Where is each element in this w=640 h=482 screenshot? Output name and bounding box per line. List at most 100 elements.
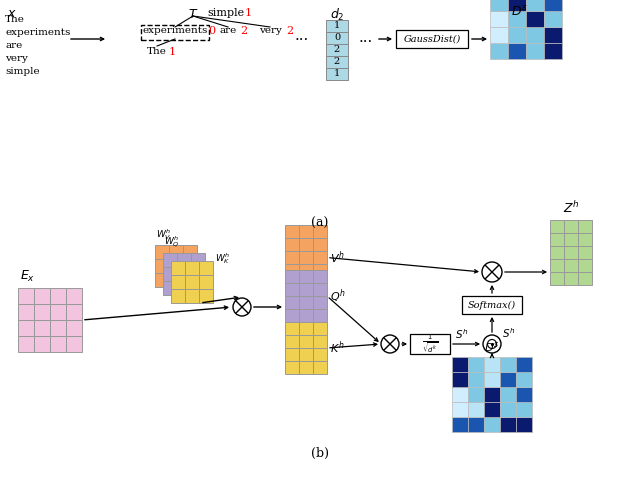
- Bar: [468, 372, 484, 387]
- Text: very: very: [5, 54, 28, 63]
- Bar: [183, 273, 197, 287]
- Bar: [468, 387, 484, 402]
- Bar: [516, 417, 532, 432]
- Bar: [285, 322, 299, 335]
- Bar: [526, 11, 544, 27]
- Text: $W_K^h$: $W_K^h$: [215, 251, 230, 266]
- Bar: [526, 0, 544, 11]
- Bar: [313, 238, 327, 251]
- Bar: [155, 273, 169, 287]
- Bar: [468, 402, 484, 417]
- Bar: [18, 320, 34, 336]
- Bar: [550, 259, 564, 272]
- Text: $\frac{1}{\sqrt{d^k}}$: $\frac{1}{\sqrt{d^k}}$: [422, 333, 438, 356]
- Bar: [285, 309, 299, 322]
- Text: $S^h$: $S^h$: [455, 327, 468, 341]
- Text: 0: 0: [334, 34, 340, 42]
- Text: Softmax(): Softmax(): [468, 300, 516, 309]
- Bar: [484, 357, 500, 372]
- Bar: [326, 20, 348, 32]
- Bar: [516, 372, 532, 387]
- Bar: [191, 253, 205, 267]
- Text: GaussDist(): GaussDist(): [403, 35, 461, 43]
- Bar: [550, 233, 564, 246]
- Bar: [191, 267, 205, 281]
- Bar: [34, 304, 50, 320]
- Bar: [199, 261, 213, 275]
- Text: simple: simple: [5, 67, 40, 76]
- Text: $D^s$: $D^s$: [511, 5, 527, 19]
- Bar: [578, 220, 592, 233]
- Bar: [299, 277, 313, 290]
- Text: The: The: [5, 15, 25, 24]
- Bar: [199, 275, 213, 289]
- FancyBboxPatch shape: [462, 296, 522, 314]
- Bar: [313, 296, 327, 309]
- Bar: [516, 402, 532, 417]
- Bar: [285, 264, 299, 277]
- Bar: [526, 43, 544, 59]
- Text: simple: simple: [207, 8, 244, 18]
- Bar: [66, 304, 82, 320]
- Bar: [452, 387, 468, 402]
- Bar: [66, 288, 82, 304]
- Bar: [508, 43, 526, 59]
- Text: $V^h$: $V^h$: [330, 249, 345, 266]
- Bar: [177, 267, 191, 281]
- Bar: [490, 0, 508, 11]
- Bar: [313, 283, 327, 296]
- Bar: [500, 417, 516, 432]
- Bar: [285, 348, 299, 361]
- Bar: [34, 336, 50, 352]
- FancyBboxPatch shape: [410, 334, 450, 354]
- Text: (a): (a): [311, 217, 329, 230]
- Bar: [313, 225, 327, 238]
- Bar: [468, 417, 484, 432]
- Bar: [578, 272, 592, 285]
- Bar: [484, 402, 500, 417]
- Bar: [183, 245, 197, 259]
- Text: $S^h$: $S^h$: [502, 326, 515, 340]
- Bar: [313, 335, 327, 348]
- Text: $E_x$: $E_x$: [20, 269, 35, 284]
- Text: 1: 1: [169, 47, 176, 57]
- Bar: [285, 296, 299, 309]
- Bar: [171, 275, 185, 289]
- Bar: [285, 361, 299, 374]
- Bar: [299, 335, 313, 348]
- Bar: [313, 270, 327, 283]
- Bar: [299, 283, 313, 296]
- Bar: [516, 357, 532, 372]
- Bar: [526, 27, 544, 43]
- Bar: [18, 336, 34, 352]
- Bar: [544, 0, 562, 11]
- Text: experiments: experiments: [142, 26, 208, 35]
- Bar: [550, 220, 564, 233]
- Bar: [564, 272, 578, 285]
- Bar: [550, 246, 564, 259]
- Bar: [299, 348, 313, 361]
- Text: 0: 0: [208, 26, 215, 36]
- Bar: [169, 245, 183, 259]
- Text: $Z^h$: $Z^h$: [563, 200, 579, 216]
- Bar: [285, 277, 299, 290]
- Bar: [516, 387, 532, 402]
- Bar: [191, 281, 205, 295]
- Bar: [285, 335, 299, 348]
- Bar: [299, 361, 313, 374]
- FancyBboxPatch shape: [396, 30, 468, 48]
- Bar: [578, 246, 592, 259]
- Text: (b): (b): [311, 447, 329, 460]
- Text: 2: 2: [286, 26, 293, 36]
- Bar: [490, 43, 508, 59]
- Bar: [313, 251, 327, 264]
- Text: $K^h$: $K^h$: [330, 340, 344, 356]
- Text: The: The: [147, 47, 167, 56]
- Text: 1: 1: [334, 22, 340, 30]
- Text: 2: 2: [334, 45, 340, 54]
- Bar: [484, 387, 500, 402]
- Bar: [578, 233, 592, 246]
- Bar: [468, 357, 484, 372]
- Text: experiments: experiments: [5, 28, 70, 37]
- Bar: [452, 372, 468, 387]
